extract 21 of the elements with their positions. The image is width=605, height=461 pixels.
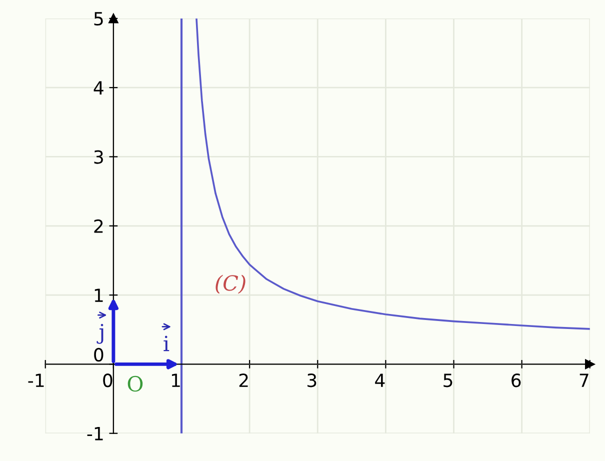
annotation: O	[128, 376, 143, 392]
y-tick-label: 0	[94, 348, 104, 362]
annotation: (C)	[216, 274, 246, 294]
x-tick-label: 7	[580, 374, 588, 387]
y-tick-label: -1	[87, 427, 103, 440]
annotation: i	[164, 336, 170, 352]
x-tick-label: 2	[239, 374, 248, 387]
y-tick-label: 3	[94, 150, 103, 164]
y-tick-label: 1	[94, 288, 103, 302]
x-tick-label: -1	[28, 374, 44, 387]
x-tick-label: 1	[172, 374, 180, 387]
y-tick-label: 4	[94, 81, 104, 94]
x-tick-label: 4	[375, 374, 385, 387]
x-tick-label: 5	[444, 374, 452, 388]
line-series	[196, 18, 590, 330]
x-tick-label: 3	[308, 374, 316, 388]
y-tick-label: 2	[94, 219, 103, 233]
x-tick-label: 0	[103, 374, 112, 388]
annotation: j	[96, 324, 104, 344]
y-tick-label: 5	[94, 12, 103, 26]
x-tick-label: 6	[512, 374, 521, 388]
